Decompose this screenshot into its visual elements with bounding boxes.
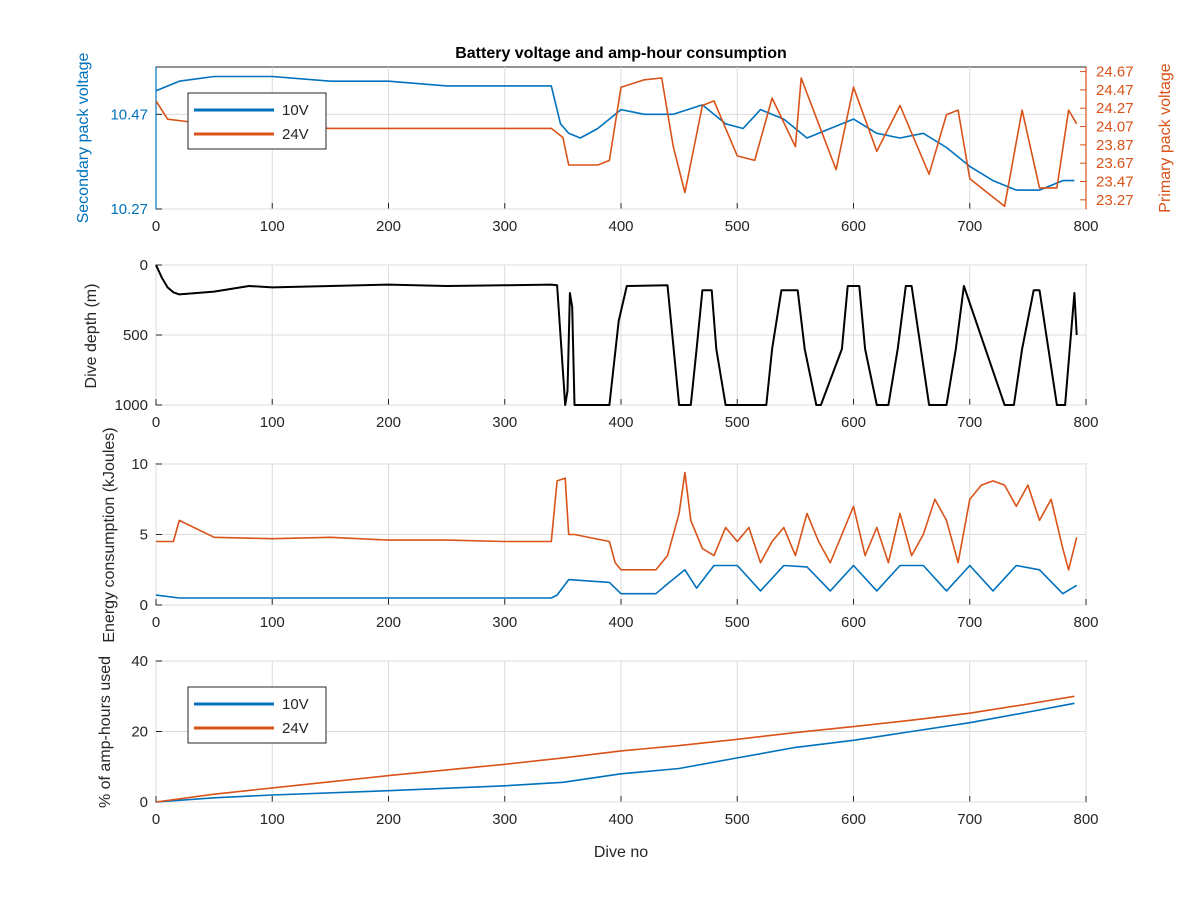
x-tick-label: 300 [492, 218, 517, 235]
x-tick-label: 600 [841, 614, 866, 631]
y-tick-label: 1000 [115, 397, 148, 414]
y-tick-label: 20 [131, 724, 148, 741]
x-tick-label: 100 [260, 414, 285, 431]
x-tick-label: 600 [841, 414, 866, 431]
x-tick-label: 700 [957, 811, 982, 828]
xlabel-dive-no: Dive no [594, 844, 648, 861]
y-right-tick-label: 23.47 [1096, 174, 1134, 191]
voltage-panel: 0 100 200 300 400 500 600 700 800 10.27 10.47 23.27… [110, 64, 1133, 235]
legend-box [187, 92, 327, 150]
legend-label-10v: 10V [282, 696, 309, 713]
y-right-tick-label: 24.67 [1096, 64, 1134, 81]
x-tick-label: 100 [260, 811, 285, 828]
x-tick-label: 700 [957, 414, 982, 431]
y-tick-label: 500 [123, 327, 148, 344]
x-tick-label: 0 [152, 218, 160, 235]
x-tick-label: 400 [608, 811, 633, 828]
y-tick-label: 0 [140, 794, 148, 811]
ylabel-amphours: % of amp-hours used [97, 656, 114, 808]
x-tick-label: 500 [725, 811, 750, 828]
x-tick-label: 300 [492, 614, 517, 631]
energy-panel: 0 100 200 300 400 500 600 700 800 0 5 10 [131, 456, 1098, 631]
energy-series-10v [155, 564, 1078, 599]
amphours-series-10v [155, 702, 1075, 803]
x-tick-label: 700 [957, 218, 982, 235]
y-tick-label: 10.27 [110, 201, 148, 218]
legend-label-24v: 24V [282, 126, 309, 143]
y-right-tick-label: 24.07 [1096, 119, 1134, 136]
legend-label-24v: 24V [282, 720, 309, 737]
x-tick-label: 500 [725, 218, 750, 235]
x-tick-label: 800 [1073, 614, 1098, 631]
y-tick-label: 10.47 [110, 106, 148, 123]
x-tick-label: 100 [260, 614, 285, 631]
energy-series-24v [156, 471, 1078, 571]
ylabel-primary-voltage: Primary pack voltage [1157, 63, 1174, 212]
legend-box [187, 686, 327, 744]
x-tick-label: 400 [608, 218, 633, 235]
x-tick-label: 200 [376, 614, 401, 631]
y-tick-label: 5 [140, 527, 148, 544]
voltage-series-10v [155, 75, 1075, 191]
x-tick-label: 400 [608, 414, 633, 431]
ylabel-secondary-voltage: Secondary pack voltage [75, 53, 92, 224]
y-tick-label: 0 [140, 597, 148, 614]
x-tick-label: 600 [841, 811, 866, 828]
x-tick-label: 700 [957, 614, 982, 631]
x-tick-label: 500 [725, 614, 750, 631]
x-tick-label: 400 [608, 614, 633, 631]
x-tick-label: 100 [260, 218, 285, 235]
chart-title: Battery voltage and amp-hour consumption [455, 45, 787, 62]
y-right-tick-label: 23.27 [1096, 192, 1134, 209]
depth-panel: 0 100 200 300 400 500 600 700 800 0 500 1000 [115, 257, 1099, 431]
y-right-tick-label: 24.47 [1096, 82, 1134, 99]
x-tick-label: 600 [841, 218, 866, 235]
x-tick-label: 800 [1073, 218, 1098, 235]
y-tick-label: 40 [131, 653, 148, 670]
x-tick-label: 0 [152, 614, 160, 631]
x-tick-label: 300 [492, 811, 517, 828]
x-tick-label: 800 [1073, 811, 1098, 828]
amphours-series-24v [155, 695, 1075, 803]
depth-series-line [155, 264, 1078, 406]
x-tick-label: 200 [376, 811, 401, 828]
x-tick-label: 0 [152, 811, 160, 828]
legend-label-10v: 10V [282, 102, 309, 119]
x-tick-label: 300 [492, 414, 517, 431]
y-tick-label: 0 [140, 257, 148, 274]
y-tick-label: 10 [131, 456, 148, 473]
x-tick-label: 200 [376, 414, 401, 431]
x-tick-label: 500 [725, 414, 750, 431]
ylabel-dive-depth: Dive depth (m) [83, 284, 100, 389]
y-right-tick-label: 23.67 [1096, 155, 1134, 172]
ylabel-energy: Energy consumption (kJoules) [101, 427, 118, 642]
y-right-tick-label: 23.87 [1096, 137, 1134, 154]
x-tick-label: 0 [152, 414, 160, 431]
x-tick-label: 200 [376, 218, 401, 235]
voltage-series-24v [155, 77, 1078, 208]
x-tick-label: 800 [1073, 414, 1098, 431]
y-right-tick-label: 24.27 [1096, 100, 1134, 117]
